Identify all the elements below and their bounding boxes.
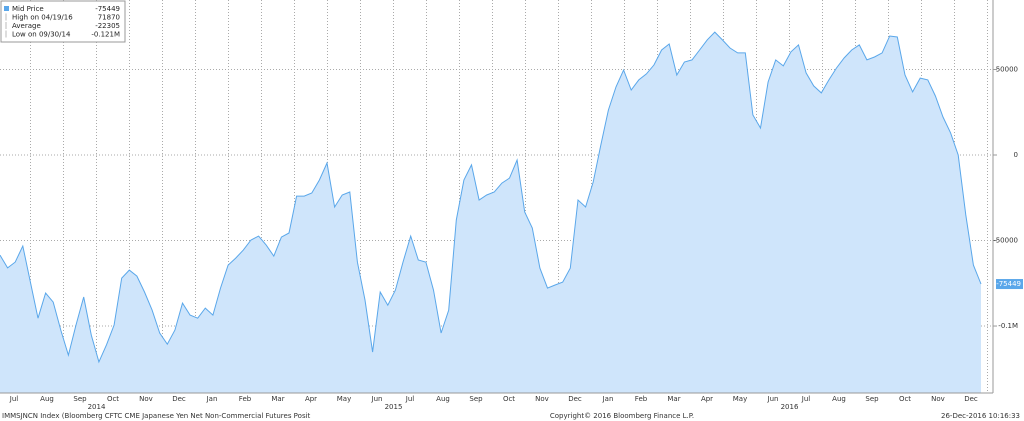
y-tick-label: 0 (1014, 151, 1018, 159)
x-tick-label: Dec (172, 395, 186, 403)
x-tick-label: Feb (635, 395, 648, 403)
x-tick-label: Mar (667, 395, 680, 403)
x-tick-label: Jan (206, 395, 218, 403)
legend-value: -0.121M (91, 31, 120, 39)
footer-source: IMMSJNCN Index (Bloomberg CFTC CME Japan… (2, 412, 311, 420)
x-tick-label: Jun (767, 395, 779, 403)
x-tick-label: Oct (107, 395, 119, 403)
x-tick-label: Sep (73, 395, 87, 403)
x-tick-label: Nov (931, 395, 945, 403)
y-tick-label: -0.1M (998, 322, 1018, 330)
x-tick-label: Nov (139, 395, 153, 403)
x-tick-label: Aug (40, 395, 54, 403)
legend-label: Average (12, 22, 41, 30)
x-tick-label: Mar (271, 395, 284, 403)
x-tick-label: Dec (568, 395, 582, 403)
legend: Mid Price -75449 High on 04/19/16 71870 Aver… (0, 0, 126, 43)
legend-value: -22305 (95, 22, 120, 30)
x-tick-label: May (733, 395, 747, 403)
footer-copyright: Copyright© 2016 Bloomberg Finance L.P. (550, 412, 694, 420)
x-tick-label: Oct (503, 395, 515, 403)
legend-box (0, 0, 126, 43)
legend-label: Low on 09/30/14 (12, 31, 71, 39)
plot-area (0, 0, 993, 393)
x-tick-label: Aug (436, 395, 450, 403)
x-tick-label: Feb (239, 395, 252, 403)
x-tick-label: Sep (469, 395, 483, 403)
year-label: 2016 (781, 403, 799, 411)
x-tick-label: Jun (371, 395, 383, 403)
x-tick-label: Dec (964, 395, 978, 403)
legend-value: -75449 (95, 5, 120, 13)
x-tick-label: Nov (535, 395, 549, 403)
x-tick-label: Sep (865, 395, 879, 403)
area-fill (0, 32, 981, 393)
last-value-box (996, 279, 1023, 290)
x-tick-label: Jan (602, 395, 614, 403)
x-tick-label: Jul (405, 395, 415, 403)
y-tick-label: -50000 (993, 237, 1018, 245)
x-tick-label: Jul (9, 395, 19, 403)
x-tick-label: Aug (832, 395, 846, 403)
x-tick-label: Apr (305, 395, 317, 403)
year-label: 2015 (385, 403, 403, 411)
legend-swatch (4, 6, 9, 11)
footer-timestamp: 26-Dec-2016 10:16:33 (941, 412, 1020, 420)
year-label: 2014 (88, 403, 106, 411)
legend-value: 71870 (98, 14, 120, 22)
area-line (0, 31, 982, 364)
last-value-label: -75449 (996, 280, 1021, 288)
x-tick-label: Apr (701, 395, 713, 403)
x-tick-label: May (337, 395, 351, 403)
x-tick-label: Jul (801, 395, 811, 403)
legend-label: High on 04/19/16 (12, 14, 73, 22)
y-tick-label: 50000 (996, 66, 1018, 74)
x-tick-label: Oct (899, 395, 911, 403)
legend-label: Mid Price (12, 5, 44, 13)
